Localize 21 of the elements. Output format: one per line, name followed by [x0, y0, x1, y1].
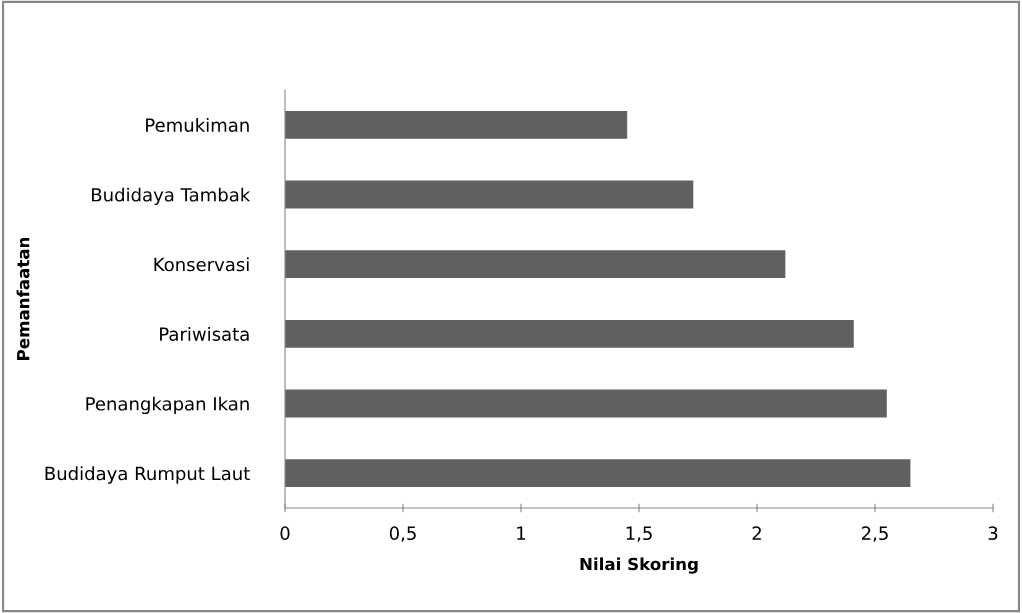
y-tick-label: Budidaya Rumput Laut: [45, 466, 250, 484]
x-tick-label: 2,5: [861, 526, 888, 542]
y-tick-label: Budidaya Tambak: [92, 187, 251, 206]
x-tick-label: 2: [752, 526, 761, 540]
x-tick-label: 1,5: [626, 526, 652, 542]
bar: [285, 319, 854, 348]
x-tick-label: 0: [280, 526, 290, 541]
bar: [285, 250, 786, 279]
x-tick-label: 1: [517, 526, 526, 540]
y-tick-label: Pariwisata: [160, 326, 249, 341]
bar: [285, 389, 887, 418]
bar: [285, 180, 694, 209]
y-tick-label: Konservasi: [154, 257, 249, 272]
bar: [285, 110, 628, 139]
y-tick-label: Pemukiman: [146, 117, 249, 132]
y-tick-label: Penangkapan Ikan: [86, 396, 249, 415]
y-axis-title: Pemanfaatan: [16, 237, 30, 360]
x-tick-label: 3: [988, 526, 998, 541]
bar: [285, 459, 911, 488]
x-axis-title: Nilai Skoring: [580, 557, 698, 574]
x-tick-label: 0,5: [389, 526, 416, 542]
